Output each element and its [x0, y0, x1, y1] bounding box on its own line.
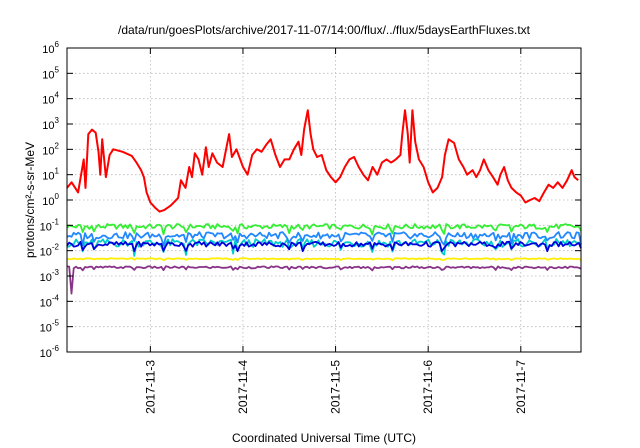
y-tick-label: 10-5	[40, 319, 60, 335]
y-axis-label: protons/cm²-s-sr-MeV	[23, 142, 37, 258]
series-layer	[66, 109, 582, 295]
series-line-2	[66, 223, 582, 236]
series-line-4	[66, 231, 582, 247]
x-ticks: 2017-11-3 2017-11-4 2017-11-5 2017-11-6 2017…	[143, 48, 528, 414]
x-tick-label: 2017-11-7	[514, 360, 528, 414]
series-line-3	[66, 238, 582, 257]
x-tick-label: 2017-11-5	[329, 360, 343, 414]
series-line-6	[66, 257, 582, 262]
y-tick-label: 102	[42, 141, 59, 157]
x-tick-label: 2017-11-6	[421, 360, 435, 414]
y-tick-label: 106	[42, 40, 59, 56]
y-tick-label: 10-4	[40, 293, 60, 309]
y-tick-label: 10-6	[40, 344, 60, 360]
y-tick-label: 104	[42, 91, 59, 107]
series-line-1	[66, 109, 579, 213]
y-tick-label: 10-1	[40, 217, 60, 233]
y-tick-label: 100	[42, 192, 59, 208]
x-axis-label: Coordinated Universal Time (UTC)	[232, 431, 416, 445]
series-line-5	[66, 240, 582, 253]
x-tick-label: 2017-11-4	[236, 360, 250, 414]
series-line-7	[66, 265, 582, 295]
y-ticks: 10-6 10-5 10-4 10-3 10-2 10-1 100 101 102 103 104 1…	[40, 40, 581, 360]
y-tick-label: 105	[42, 65, 59, 81]
y-tick-label: 103	[42, 116, 59, 132]
y-tick-label: 10-2	[40, 243, 60, 259]
grid	[67, 48, 581, 352]
y-tick-label: 101	[42, 167, 59, 183]
x-tick-label: 2017-11-3	[143, 360, 157, 414]
chart-title: /data/run/goesPlots/archive/2017-11-07/1…	[118, 23, 531, 37]
y-tick-label: 10-3	[40, 268, 60, 284]
